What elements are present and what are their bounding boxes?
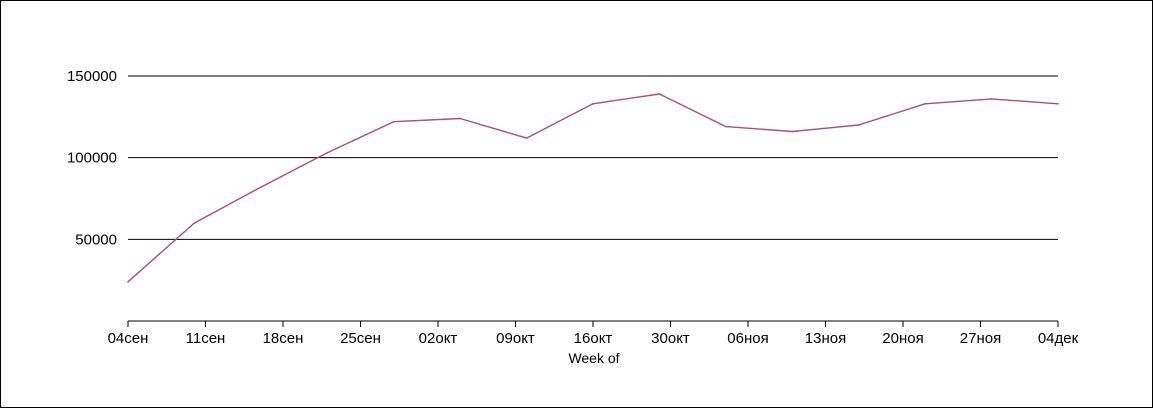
x-tick-label: 11сен (186, 330, 226, 347)
y-axis-labels: 50000 100000 150000 (67, 68, 117, 248)
x-tick-label: 16окт (574, 330, 613, 347)
x-tick-label: 09окт (496, 330, 535, 347)
data-point (592, 102, 594, 105)
y-tick-label: 100000 (67, 150, 117, 167)
data-point (791, 130, 794, 133)
x-tick-label: 18сен (263, 330, 304, 347)
series-line (127, 93, 1059, 283)
x-tick-label: 02окт (419, 330, 458, 347)
data-point (193, 222, 196, 224)
x-tick-label: 27ноя (960, 330, 1001, 347)
gridlines (128, 75, 1058, 240)
x-tick-label: 13ноя (805, 330, 846, 347)
data-point (127, 281, 129, 283)
data-point (459, 117, 461, 120)
data-point (326, 151, 329, 154)
x-axis-title: Week of (568, 350, 619, 366)
series-layer (127, 93, 1059, 283)
data-point (924, 102, 926, 105)
x-tick-label: 04сен (108, 330, 149, 347)
data-point (392, 120, 395, 123)
data-point (1057, 102, 1059, 105)
x-tick-label: 20ноя (882, 330, 923, 347)
y-tick-label: 150000 (67, 68, 117, 85)
data-point (725, 125, 727, 128)
data-point (260, 186, 262, 188)
data-point (990, 98, 993, 100)
x-tick-label: 04дек (1038, 330, 1079, 347)
x-tick-label: 25сен (340, 330, 381, 347)
data-point (658, 93, 661, 95)
y-tick-label: 50000 (75, 231, 117, 248)
x-tick-label: 30окт (651, 330, 690, 347)
data-point (857, 124, 860, 126)
x-tick-label: 06ноя (727, 330, 768, 347)
x-axis: 04сен 11сен 18сен 25сен 02окт 09окт 16окт 30окт… (108, 320, 1079, 347)
data-point (525, 137, 528, 139)
